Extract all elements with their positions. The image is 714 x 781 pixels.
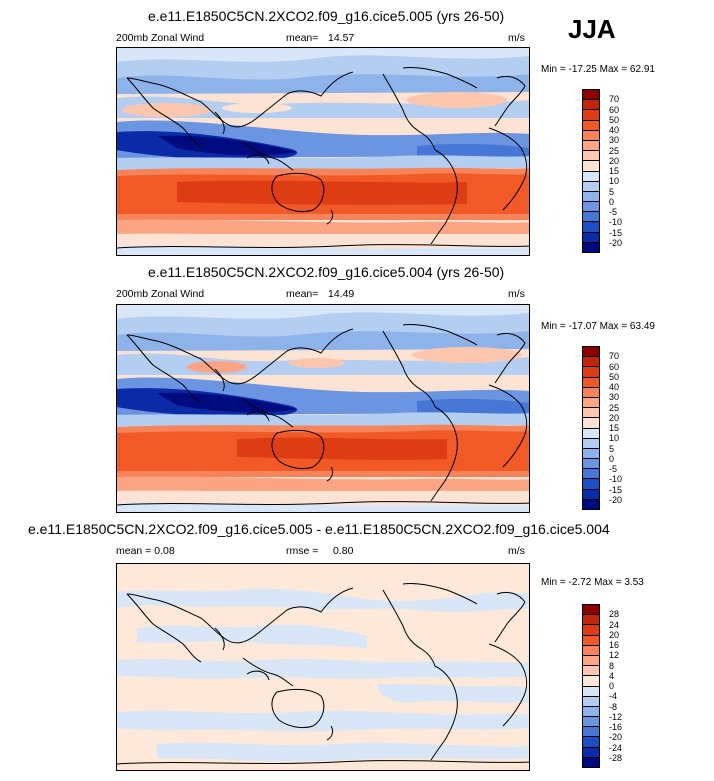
colorbar-label: -16 (609, 722, 623, 732)
colorbar-label: 5 (609, 186, 615, 197)
panel-3-map (116, 563, 530, 771)
panel-1-mean-value: 14.57 (328, 32, 355, 44)
colorbar-label: 40 (609, 125, 620, 135)
panel-2-map (116, 304, 530, 513)
colorbar-label: -10 (609, 217, 623, 228)
colorbar-label: -10 (609, 474, 623, 485)
colorbar-label: -12 (609, 711, 623, 722)
colorbar-label: 10 (609, 176, 620, 187)
panel-1-variable-label: 200mb Zonal Wind (116, 32, 205, 44)
colorbar-label: 20 (609, 412, 620, 423)
colorbar-label: -5 (609, 207, 618, 217)
colorbar-label: -20 (609, 494, 623, 505)
panel-2-mean-value: 14.49 (328, 288, 355, 300)
season-label: JJA (568, 14, 616, 44)
colorbar-label: 70 (609, 94, 620, 105)
panel-3-contour-field (117, 564, 529, 770)
panel-1-mean-label: mean= (286, 32, 319, 44)
colorbar-label: 4 (609, 670, 615, 681)
colorbar-label: -5 (609, 464, 618, 474)
colorbar-label: 15 (609, 423, 620, 433)
colorbar-label: 0 (609, 196, 615, 207)
colorbar-label: 70 (609, 351, 620, 362)
colorbar-label: 25 (609, 145, 620, 156)
colorbar-label: 40 (609, 382, 620, 392)
panel-1-units: m/s (508, 32, 525, 44)
colorbar-label: -24 (609, 742, 623, 753)
colorbar-label: 50 (609, 114, 620, 125)
colorbar-label: 25 (609, 402, 620, 413)
colorbar-label: -20 (609, 237, 623, 248)
colorbar-label: -20 (609, 732, 623, 743)
panel-3-units: m/s (508, 545, 525, 557)
panel-1-map (116, 47, 530, 256)
panel-3-title: e.e11.E1850C5CN.2XCO2.f09_g16.cice5.005 … (28, 521, 610, 537)
panel-3-mean-label: mean = 0.08 (116, 545, 175, 557)
colorbar-label: -15 (609, 227, 623, 238)
colorbar-label: 8 (609, 660, 615, 671)
colorbar-label: -8 (609, 701, 618, 712)
panel-1-colorbar (582, 89, 600, 253)
colorbar-label: 0 (609, 453, 615, 464)
colorbar-label: 20 (609, 155, 620, 166)
colorbar-label: 5 (609, 443, 615, 454)
panel-3-colorbar (582, 604, 600, 768)
panel-2-mean-label: mean= (286, 288, 319, 300)
panel-1-minmax: Min = -17.25 Max = 62.91 (541, 64, 655, 75)
colorbar-label: 20 (609, 629, 620, 640)
panel-1-colorbar-labels: 70 60 50 40 30 25 20 15 10 5 0 -5 -10 -1… (609, 89, 649, 253)
colorbar-label: -28 (609, 752, 623, 763)
colorbar-label: -4 (609, 691, 618, 702)
colorbar-label: 28 (609, 609, 620, 620)
colorbar-label: 60 (609, 104, 620, 115)
panel-1-contour-field (117, 48, 529, 255)
colorbar-label: 10 (609, 433, 620, 444)
colorbar-label: 24 (609, 619, 620, 630)
panel-3-rmse-label: rmse = (286, 545, 319, 557)
colorbar-label: 50 (609, 371, 620, 382)
colorbar-label: 0 (609, 681, 615, 691)
colorbar-label: -15 (609, 484, 623, 495)
panel-2-colorbar (582, 346, 600, 510)
colorbar-label: 12 (609, 650, 620, 661)
panel-2-colorbar-labels: 70 60 50 40 30 25 20 15 10 5 0 -5 -10 -1… (609, 346, 649, 510)
panel-2-variable-label: 200mb Zonal Wind (116, 288, 205, 300)
colorbar-label: 30 (609, 135, 620, 146)
panel-3-minmax: Min = -2.72 Max = 3.53 (541, 577, 644, 588)
panel-2-units: m/s (508, 288, 525, 300)
panel-2-title: e.e11.E1850C5CN.2XCO2.f09_g16.cice5.004 … (148, 264, 505, 280)
colorbar-label: 16 (609, 640, 620, 650)
panel-3-colorbar-labels: 28 24 20 16 12 8 4 0 -4 -8 -12 -16 -20 -… (609, 604, 649, 768)
colorbar-label: 60 (609, 361, 620, 372)
colorbar-label: 15 (609, 166, 620, 176)
panel-2-contour-field (117, 305, 529, 512)
panel-2-minmax: Min = -17.07 Max = 63.49 (541, 321, 655, 332)
panel-3-rmse-value: 0.80 (333, 545, 354, 557)
panel-1-title: e.e11.E1850C5CN.2XCO2.f09_g16.cice5.005 … (148, 8, 505, 24)
colorbar-label: 30 (609, 392, 620, 403)
